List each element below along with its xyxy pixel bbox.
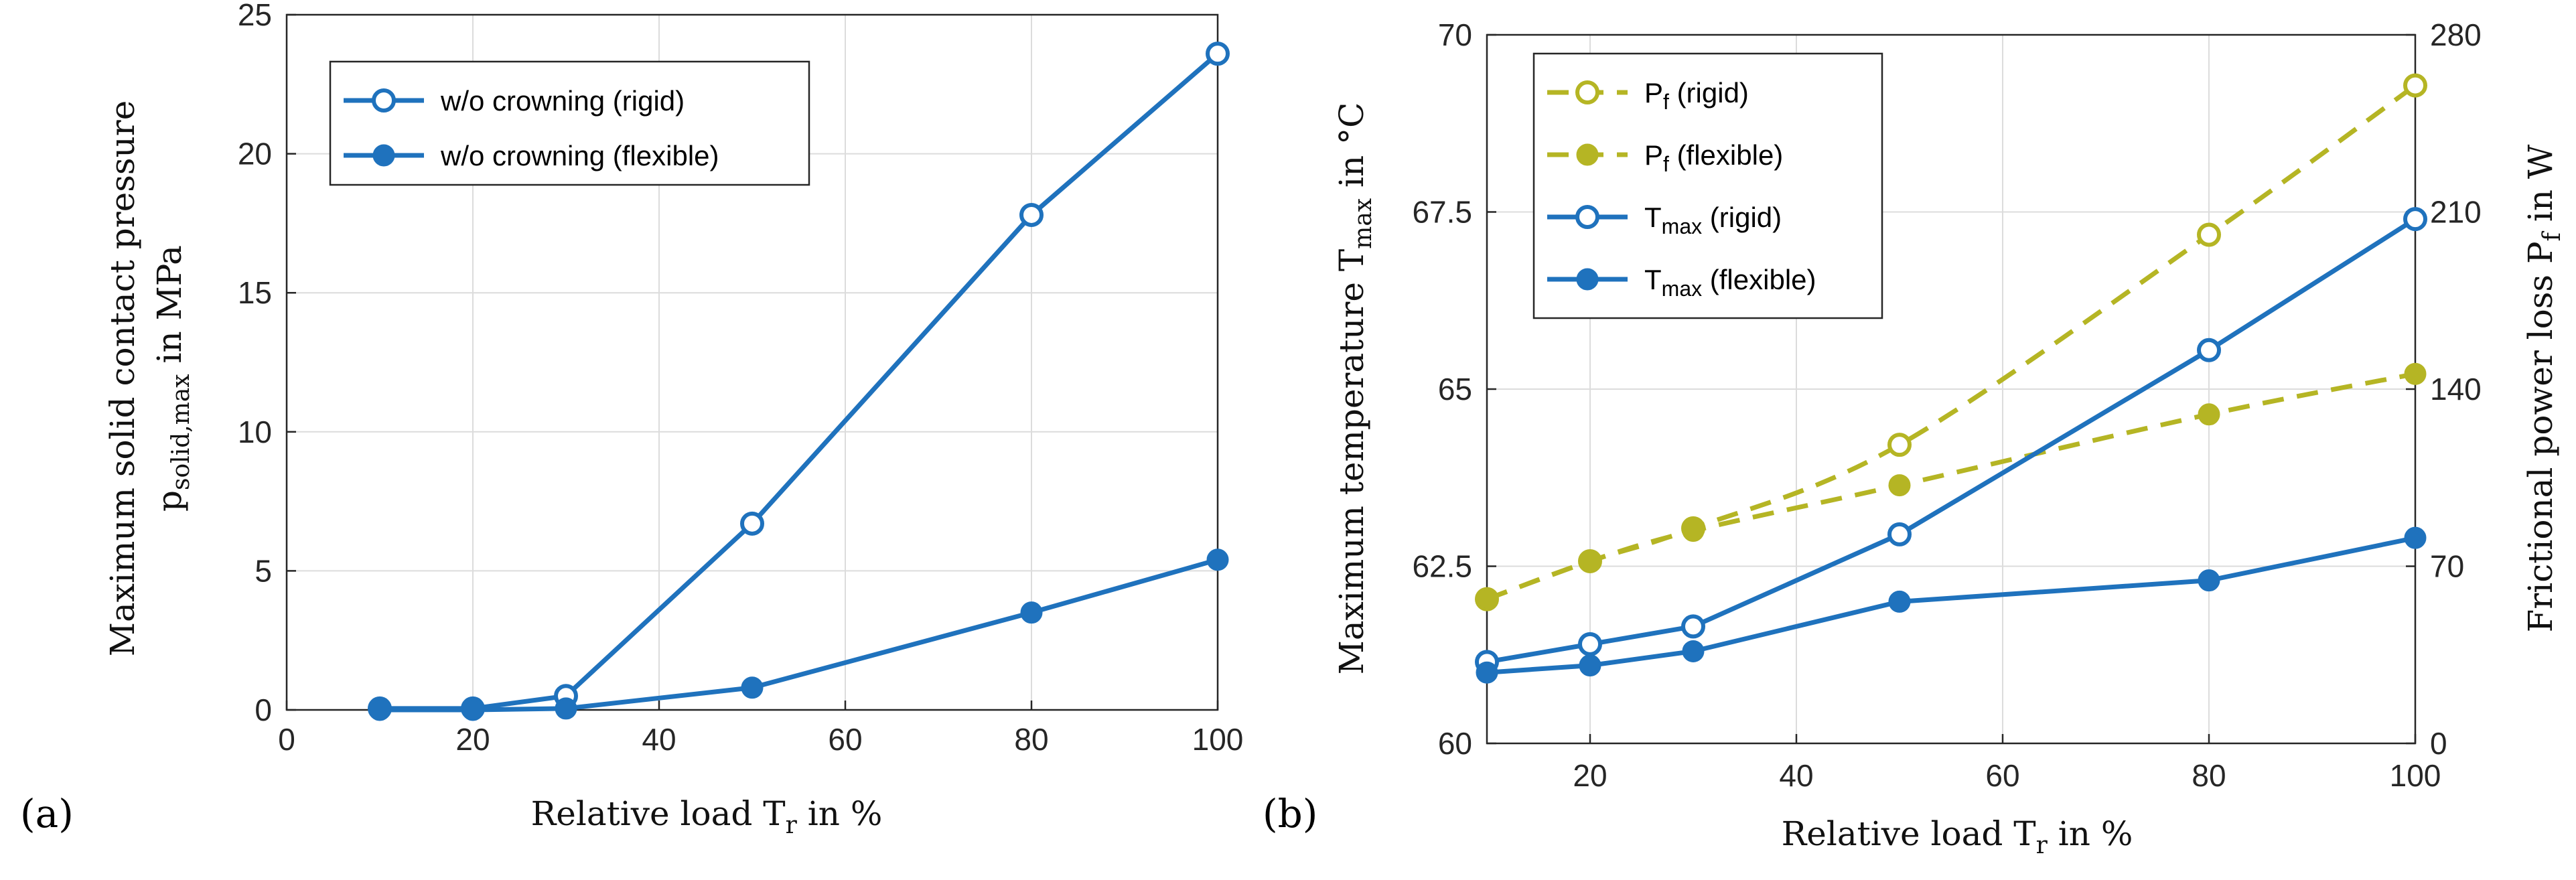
a-ytick-label: 5 <box>255 553 272 588</box>
a-series-0-point <box>740 511 764 536</box>
a-legend-label: w/o crowning (rigid) <box>440 85 685 117</box>
b-series-0-point <box>2197 222 2221 247</box>
b-series-1-point <box>1476 588 1498 611</box>
b-series-1-point <box>1579 550 1601 573</box>
b-legend-marker <box>1576 268 1599 291</box>
a-series-line-1 <box>380 557 1218 713</box>
b-series-0-point <box>2403 73 2427 98</box>
a-series-1-point <box>1206 548 1229 571</box>
b-xtick-label: 40 <box>1779 758 1813 793</box>
b-series-line-3 <box>1486 535 2416 675</box>
b-series-1-point <box>1888 474 1911 497</box>
b-series-1-point <box>1682 520 1705 542</box>
b-legend-label: Pf (rigid) <box>1644 77 1749 114</box>
b-series-0-point <box>1887 433 1912 457</box>
b-legend-marker <box>1575 205 1599 229</box>
b-series-line-2 <box>1486 217 2417 664</box>
a-xtick-label: 40 <box>642 722 676 757</box>
a-series-1-point <box>461 699 484 721</box>
a-xtick-label: 100 <box>1192 722 1244 757</box>
a-series-0-point <box>1019 202 1044 227</box>
b-ytick-left-label: 60 <box>1438 726 1472 761</box>
b-ytick-left-label: 70 <box>1438 17 1472 52</box>
a-xtick-label: 60 <box>828 722 862 757</box>
a-xlabel: Relative load Tr in % <box>531 794 883 839</box>
b-series-2-point <box>1578 632 1602 656</box>
svg-text:psolid,max in MPa: psolid,max in MPa <box>150 245 195 512</box>
b-ytick-left-label: 65 <box>1438 372 1472 407</box>
b-series-3-point <box>1682 640 1705 662</box>
b-ytick-right-label: 280 <box>2430 17 2482 52</box>
a-xtick-label: 20 <box>455 722 490 757</box>
b-series-3-point <box>2404 526 2427 549</box>
svg-text:Maximum solid contact pressure: Maximum solid contact pressure <box>103 100 142 656</box>
a-series-1-point <box>1020 601 1043 624</box>
b-series-3-point <box>1476 661 1498 684</box>
chart-b: 20 40 60 80 100 60 62.5 65 67.5 70 0 70 140 210 280 Pf … <box>1412 17 2481 793</box>
b-series-2-point <box>1681 614 1705 639</box>
b-legend-label: Pf (flexible) <box>1644 139 1783 176</box>
a-xtick-label: 80 <box>1014 722 1048 757</box>
b-xtick-label: 20 <box>1573 758 1607 793</box>
b-xtick-label: 60 <box>1985 758 2019 793</box>
b-ytick-left-label: 67.5 <box>1412 195 1472 230</box>
a-legend-marker <box>372 88 396 113</box>
b-xtick-label: 100 <box>2390 758 2441 793</box>
svg-text:Frictional power loss Pf in W: Frictional power loss Pf in W <box>2521 144 2566 632</box>
panel-label-a: (a) <box>20 791 74 836</box>
svg-text:Maximum temperature Tmax in °C: Maximum temperature Tmax in °C <box>1332 102 1377 675</box>
b-series-1-point <box>2198 403 2220 426</box>
b-ytick-right-label: 210 <box>2430 195 2482 230</box>
a-series-1-point <box>555 697 577 720</box>
a-legend-label: w/o crowning (flexible) <box>440 140 719 171</box>
b-ytick-right-label: 0 <box>2430 726 2447 761</box>
b-xtick-label: 80 <box>2192 758 2226 793</box>
chart-a: 0 20 40 60 80 100 0 5 10 15 20 25 w/o crowning (rigi… <box>238 0 1244 757</box>
b-ylabel-right: Frictional power loss Pf in W <box>2521 144 2566 632</box>
a-ytick-label: 15 <box>238 275 272 310</box>
b-legend-marker <box>1575 80 1599 104</box>
a-legend-box <box>329 60 810 186</box>
a-series-1-point <box>368 699 391 721</box>
b-legend-label: Tmax (rigid) <box>1644 202 1782 238</box>
a-series-1-point <box>741 676 764 699</box>
b-ytick-right-label: 140 <box>2430 372 2482 407</box>
a-frame <box>285 13 1219 711</box>
panel-label-b: (b) <box>1263 791 1317 836</box>
b-xlabel: Relative load Tr in % <box>1782 814 2133 859</box>
a-series-0-point <box>1206 42 1230 66</box>
b-series-3-point <box>2198 569 2220 592</box>
b-ytick-right-label: 70 <box>2430 549 2464 584</box>
b-legend-marker <box>1576 143 1599 166</box>
b-series-3-point <box>1579 654 1601 677</box>
a-xtick-label: 0 <box>278 722 295 757</box>
b-ytick-left-label: 62.5 <box>1412 549 1472 584</box>
a-ytick-label: 25 <box>238 0 272 32</box>
b-ylabel-left: Maximum temperature Tmax in °C <box>1332 102 1377 675</box>
a-ytick-label: 10 <box>238 415 272 449</box>
b-series-3-point <box>1888 590 1911 613</box>
a-ytick-label: 20 <box>238 137 272 171</box>
b-legend-label: Tmax (flexible) <box>1644 264 1816 301</box>
b-series-2-point <box>2403 207 2427 232</box>
b-series-2-point <box>2197 338 2221 362</box>
a-ylabel: Maximum solid contact pressure psolid,ma… <box>103 100 195 656</box>
b-series-2-point <box>1887 522 1912 546</box>
a-legend-marker <box>372 144 395 167</box>
a-ytick-label: 0 <box>255 692 272 727</box>
b-series-1-point <box>2404 362 2427 385</box>
